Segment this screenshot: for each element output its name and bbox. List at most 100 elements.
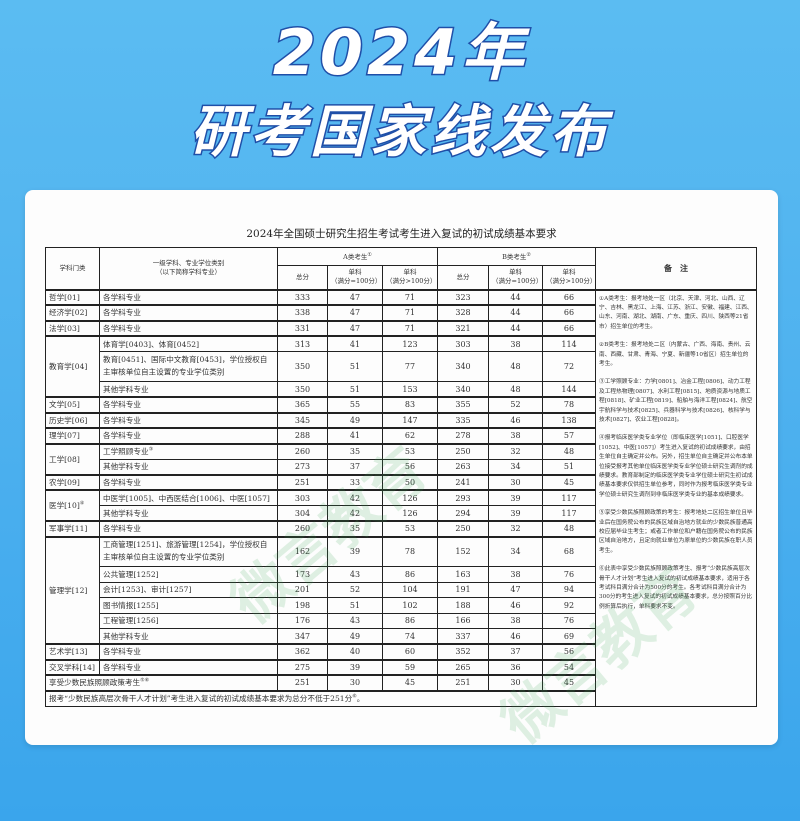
score-a-single-100: 47 [327,319,383,337]
header-b-group: B类考生② [437,247,597,266]
score-b-total: 328 [437,304,490,321]
remark-note: ④报考临床医学类专业学位（即临床医学[1051]、口腔医学[1052]、中医[1… [599,435,753,498]
score-b-single-gt100: 48 [542,520,597,537]
category-cell: 经济学[02] [45,304,100,321]
major-cell: 工程管理[1256] [99,612,278,629]
score-b-single-gt100: 48 [542,442,597,460]
score-b-total: 303 [437,335,490,352]
category-cell: 教育学[04] [45,335,100,398]
category-cell: 文学[05] [45,396,100,413]
major-cell: 教育[0451]、国际中文教育[0453]，学位授权自主审核单位自主设置的专业学… [99,351,278,382]
score-a-total: 288 [277,427,328,444]
header-a-single-100: 单科 （满分=100分） [327,265,383,290]
score-b-single-gt100: 114 [542,335,597,352]
category-cell: 管理学[12] [45,535,100,645]
document-title: 2024年全国硕士研究生招生考试考生进入复试的初试成绩基本要求 [246,228,557,240]
major-cell: 各学科专业 [99,319,278,337]
table-row: 经济学[02] 各学科专业 338 47 71 328 44 66 [45,304,757,321]
score-b-single-100: 30 [488,473,544,491]
score-b-single-100: 32 [488,442,544,460]
table-row: 交叉学科[14] 各学科专业 275 39 59 265 36 54 [45,658,757,676]
table-row: 会计[1253]、审计[1257] 201 52 104 191 47 94 [46,581,757,598]
major-cell: 其他学科专业 [99,505,278,522]
score-b-single-gt100: 92 [542,597,597,614]
score-b-total: 340 [437,381,490,398]
score-a-total: 260 [277,520,328,537]
score-a-single-100: 42 [327,505,383,522]
score-a-total: 173 [277,566,328,583]
score-a-single-100: 49 [327,628,383,645]
score-a-single-100: 40 [327,643,383,660]
minority-score-a: 251 [277,674,328,691]
table-row: 教育[0451]、国际中文教育[0453]，学位授权自主审核单位自主设置的专业学… [46,351,757,382]
score-a-single-gt100: 86 [381,566,439,583]
score-b-single-gt100: 45 [542,473,597,491]
score-a-total: 176 [277,612,328,629]
major-cell: 其他学科专业 [99,458,278,475]
header-category: 学科门类 [45,247,100,290]
score-a-single-gt100: 126 [381,489,439,506]
major-cell: 各学科专业 [99,473,278,491]
category-cell: 哲学[01] [45,288,100,306]
score-b-single-gt100: 66 [542,319,597,337]
score-a-single-gt100: 60 [381,643,439,660]
score-b-single-100: 38 [488,335,544,352]
category-cell: 农学[09] [45,473,100,491]
minority-score-b: 30 [488,674,544,691]
major-cell: 各学科专业 [99,643,278,660]
major-cell: 各学科专业 [99,288,278,306]
score-a-single-gt100: 50 [381,473,439,491]
score-b-single-gt100: 117 [542,505,597,522]
remark-note: ⑥此表中享受少数民族照顾政策考生、报考“少数民族高层次骨干人才计划”考生进入复试… [599,566,753,610]
remark-note: ⑤享受少数民族照顾政策的考生：报考地处二区招生单位且毕业后在国务院公布的民族区域… [599,510,753,554]
table-row: 医学[10]④ 中医学[1005]、中西医结合[1006]、中医[1057] 303… [45,489,757,522]
score-b-total: 263 [437,458,490,475]
score-a-single-gt100: 71 [381,304,439,321]
score-a-single-100: 55 [327,396,383,413]
minority-score-a: 45 [381,674,439,691]
score-b-single-100: 48 [488,351,544,382]
score-b-single-100: 46 [488,628,544,645]
category-cell: 法学[03] [45,319,100,337]
major-cell: 各学科专业 [99,658,278,676]
score-b-single-100: 38 [488,566,544,583]
score-a-single-gt100: 59 [381,658,439,676]
table-row: 历史学[06] 各学科专业 345 49 147 335 46 138 [45,411,757,429]
remark-note: ①A类考生：报考地处一区（北京、天津、河北、山西、辽宁、吉林、黑龙江、上海、江苏… [599,295,753,330]
score-a-single-gt100: 53 [381,442,439,460]
score-b-single-100: 44 [488,319,544,337]
score-a-single-gt100: 86 [381,612,439,629]
score-a-total: 345 [277,411,328,429]
score-a-single-gt100: 53 [381,520,439,537]
table-row: 法学[03] 各学科专业 331 47 71 321 44 66 [45,319,757,337]
score-b-single-gt100: 78 [542,396,597,413]
hero-title-headline: 研考国家线发布 [189,99,610,167]
score-b-single-100: 47 [488,581,544,598]
score-b-single-100: 48 [488,381,544,398]
minority-score-a: 30 [327,674,383,691]
score-a-single-gt100: 104 [381,581,439,598]
table-row: 其他学科专业 350 51 153 340 48 144 [46,381,757,398]
score-b-single-100: 46 [488,597,544,614]
score-a-single-100: 51 [327,351,383,382]
score-b-total: 191 [437,581,490,598]
score-b-single-100: 44 [488,304,544,321]
minority-score-b: 45 [542,674,597,691]
score-a-total: 303 [277,489,328,506]
score-a-single-gt100: 147 [381,411,439,429]
score-a-single-gt100: 74 [381,628,439,645]
score-b-total: 166 [437,612,490,629]
score-b-single-100: 38 [488,427,544,444]
score-b-single-gt100: 54 [542,658,597,676]
hero-title-year: 2024年 [271,16,528,89]
score-a-single-100: 41 [327,335,383,352]
score-a-single-100: 35 [327,442,383,460]
score-b-single-100: 38 [488,612,544,629]
remark-note: ②B类考生：报考地处二区（内蒙古、广西、海南、贵州、云南、西藏、甘肃、青海、宁夏… [599,342,751,367]
table-row: 公共管理[1252] 173 43 86 163 38 76 [46,566,757,583]
major-cell: 其他学科专业 [99,381,278,398]
score-a-single-gt100: 71 [381,319,439,337]
score-b-single-gt100: 69 [542,628,597,645]
score-b-single-gt100: 66 [542,288,597,306]
category-cell: 理学[07] [45,427,100,444]
